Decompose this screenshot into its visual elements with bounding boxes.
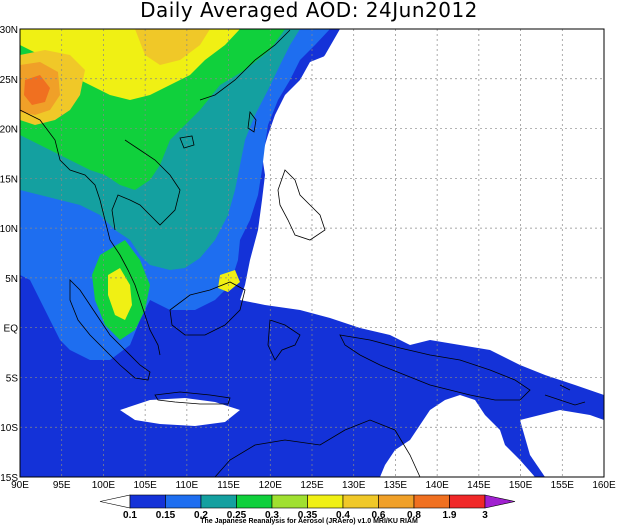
data-credit: The Japanese Reanalysis for Aerosol (JRA… [200, 518, 418, 525]
longitude-labels: 90E 95E 100E 105E 110E 115E 120E 125E 130E 135E 14… [11, 480, 616, 491]
map-panel [19, 28, 605, 478]
coastline-new-guinea [339, 334, 531, 401]
colorbar-tick-label: 0.2 [194, 510, 208, 521]
longitude-tick-label: 125E [300, 480, 324, 491]
aod-shading [20, 29, 604, 477]
aod-below-0.1-pocket-1 [295, 29, 604, 335]
colorbar-bin [449, 494, 486, 509]
latitude-tick-label: 5S [6, 373, 19, 384]
longitude-tick-label: 95E [53, 480, 71, 491]
colorbar-tick-label: 0.6 [372, 510, 386, 521]
colorbar-tick-label: 0.4 [336, 510, 350, 521]
longitude-tick-label: 145E [467, 480, 491, 491]
colorbar-tick-label: 0.25 [227, 510, 247, 521]
aod-0.4-yellow-east [218, 270, 240, 292]
latitude-tick-label: 25N [0, 75, 18, 86]
colorbar-tick-label: 0.8 [407, 510, 421, 521]
coastline-solomons [544, 384, 586, 406]
latitude-labels: 30N 25N 20N 15N 10N 5N EQ 5S 10S 15S [0, 25, 18, 484]
longitude-tick-label: 120E [259, 480, 283, 491]
coastline-sumatra [69, 279, 151, 381]
latitude-tick-label: 15N [0, 174, 18, 185]
longitude-tick-label: 155E [551, 480, 575, 491]
map-title: Daily Averaged AOD: 24Jun2012 [140, 0, 478, 22]
colorbar-tick-label: 0.15 [156, 510, 176, 521]
longitude-tick-label: 115E [217, 480, 240, 491]
longitude-tick-label: 105E [133, 480, 157, 491]
colorbar-bin [484, 494, 516, 509]
latitude-tick-label: 30N [0, 25, 18, 36]
coastline-mainland-asia [19, 29, 291, 356]
longitude-tick-label: 135E [384, 480, 408, 491]
colorbar-labels: 0.1 0.15 0.2 0.25 0.3 0.35 0.4 0.6 0.8 1.9 3 [123, 510, 488, 521]
coastline-australia [214, 419, 421, 478]
coastline-java [154, 391, 231, 405]
colorbar-bin [165, 494, 202, 509]
colorbar-bin [200, 494, 237, 509]
colorbar-tick-label: 0.35 [298, 510, 318, 521]
longitude-tick-label: 150E [509, 480, 533, 491]
aod-below-0.1-pocket-4 [520, 410, 604, 477]
latitude-tick-label: 10S [0, 423, 18, 434]
longitude-tick-label: 160E [592, 480, 616, 491]
colorbar-bin [99, 494, 131, 509]
colorbar [99, 494, 516, 509]
aod-below-0.1-pocket-3 [420, 440, 510, 477]
colorbar-tick-label: 1.9 [443, 510, 457, 521]
longitude-tick-label: 100E [92, 480, 116, 491]
aod-0.6-orange-north [135, 29, 210, 65]
colorbar-tick-label: 0.3 [265, 510, 279, 521]
longitude-tick-label: 140E [425, 480, 449, 491]
map-gridlines [20, 29, 604, 477]
coastline-hainan [179, 135, 195, 149]
coastline-philippines [277, 169, 326, 241]
latitude-tick-label: 15S [0, 473, 18, 484]
coastline-sulawesi [267, 319, 301, 361]
colorbar-bin [129, 494, 166, 509]
colorbar-tick-label: 3 [482, 510, 488, 521]
colorbar-bin [271, 494, 308, 509]
latitude-tick-label: EQ [4, 324, 19, 335]
colorbar-bin [236, 494, 273, 509]
colorbar-bin [307, 494, 344, 509]
colorbar-tick-label: 0.1 [123, 510, 137, 521]
latitude-tick-label: 10N [0, 224, 18, 235]
coastlines [19, 29, 586, 478]
coastline-taiwan [247, 110, 257, 133]
colorbar-bin [378, 494, 415, 509]
aod-1.9-red-orange [24, 75, 50, 105]
map-frame [19, 28, 605, 478]
coastline-borneo [169, 281, 246, 336]
colorbar-bin [342, 494, 379, 509]
longitude-tick-label: 130E [342, 480, 366, 491]
aod-below-0.1-pocket-2 [120, 398, 240, 426]
colorbar-bin [413, 494, 450, 509]
longitude-tick-label: 90E [11, 480, 29, 491]
longitude-tick-label: 110E [176, 480, 199, 491]
aod-0.4-yellow-south [108, 268, 132, 320]
latitude-tick-label: 20N [0, 125, 18, 136]
latitude-tick-label: 5N [5, 274, 18, 285]
